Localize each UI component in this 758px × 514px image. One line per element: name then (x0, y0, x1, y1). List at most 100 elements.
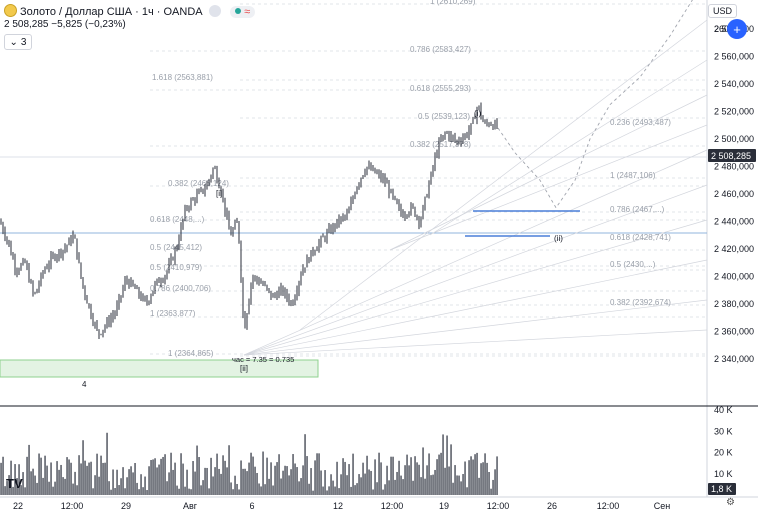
volume-bar (38, 453, 40, 495)
volume-bar (248, 462, 250, 495)
price-change-line: 2 508,285 −5,825 (−0,23%) (4, 19, 126, 30)
volume-bar (470, 456, 472, 495)
volume-bar (360, 477, 362, 495)
volume-bar (474, 454, 476, 495)
volume-bar (400, 475, 402, 495)
volume-bar (342, 458, 344, 495)
volume-bar (408, 465, 410, 495)
volume-bar (214, 467, 216, 495)
volume-bar (50, 462, 52, 495)
volume-bar (376, 482, 378, 495)
volume-bar (100, 455, 102, 495)
volume-bar (324, 470, 326, 495)
symbol-header[interactable]: Золото / Доллар США · 1ч · OANDA ≈ (4, 4, 256, 18)
add-button[interactable]: + (727, 19, 747, 39)
volume-bar (288, 475, 290, 495)
volume-bar (110, 489, 112, 495)
volume-bar (226, 467, 228, 495)
volume-bar (218, 468, 220, 495)
volume-bar (4, 486, 6, 495)
fib-label: 0.382 (2466,124) (168, 179, 229, 188)
volume-bar (278, 454, 280, 495)
current-price-badge (708, 149, 756, 162)
volume-bar (424, 478, 426, 495)
volume-bar (346, 475, 348, 495)
volume-bar (438, 454, 440, 495)
volume-bar (150, 459, 152, 495)
volume-bar (158, 464, 160, 495)
volume-bar (368, 469, 370, 495)
volume-bar (88, 462, 90, 495)
indicators-toggle[interactable]: ⌄ 3 (4, 34, 32, 50)
volume-bar (62, 477, 64, 495)
time-tick: 26 (547, 501, 557, 511)
volume-bar (230, 482, 232, 495)
indicators-count: 3 (20, 36, 27, 48)
volume-bar (58, 469, 60, 495)
price-tick: 2 340,000 (714, 354, 754, 364)
volume-bar (274, 465, 276, 495)
volume-bar (224, 460, 226, 495)
time-tick: 19 (439, 501, 449, 511)
fib-label: 0.382 (2517,378) (410, 140, 471, 149)
price-tick: 2 460,000 (714, 189, 754, 199)
volume-bar (84, 460, 86, 495)
symbol-title[interactable]: Золото / Доллар США · 1ч · OANDA (20, 6, 202, 18)
volume-bar (480, 463, 482, 495)
volume-bar (450, 444, 452, 495)
volume-bar (128, 469, 130, 495)
volume-bar (422, 447, 424, 495)
volume-bar (102, 462, 104, 495)
wave-label: 4 (82, 380, 87, 389)
volume-bar (80, 463, 82, 495)
volume-bar (52, 486, 54, 495)
currency-button[interactable]: USD (708, 4, 738, 18)
volume-bar (174, 462, 176, 495)
volume-bar (136, 482, 138, 495)
volume-bar (296, 467, 298, 495)
time-tick: Сен (654, 501, 671, 511)
volume-bar (198, 457, 200, 495)
volume-bar (154, 458, 156, 495)
volume-bar (176, 485, 178, 495)
volume-bar (312, 490, 314, 495)
time-tick: 12:00 (61, 501, 84, 511)
volume-bar (86, 465, 88, 495)
volume-bar (436, 459, 438, 495)
time-tick: 6 (249, 501, 254, 511)
volume-bar (354, 485, 356, 495)
volume-bar (456, 475, 458, 495)
volume-bar (284, 465, 286, 495)
volume-bar (330, 474, 332, 495)
demand-zone (0, 359, 319, 378)
market-status-pill[interactable]: ≈ (230, 6, 256, 18)
volume-bar (356, 483, 358, 495)
status-dot-icon (209, 5, 222, 17)
settings-gear-icon[interactable]: ⚙ (726, 497, 735, 508)
wave-projection (497, 0, 693, 209)
volume-bar (404, 465, 406, 495)
volume-bar (298, 481, 300, 495)
volume-bar (402, 479, 404, 495)
volume-bar (398, 460, 400, 495)
time-tick: 29 (121, 501, 131, 511)
volume-bar (210, 457, 212, 495)
fib-label: 1 (2364,865) (168, 349, 214, 358)
volume-bar (484, 453, 486, 495)
volume-bar (488, 471, 490, 495)
volume-bar (46, 465, 48, 495)
volume-bar (370, 470, 372, 495)
volume-bar (204, 467, 206, 495)
volume-bar (362, 462, 364, 495)
volume-bar (244, 468, 246, 495)
fib-label: 1 (2363,877) (150, 309, 196, 318)
volume-bar (220, 473, 222, 495)
volume-bar (36, 482, 38, 495)
volume-bar (192, 461, 194, 495)
volume-bar (70, 462, 72, 495)
price-tick: 2 380,000 (714, 299, 754, 309)
volume-bar (380, 462, 382, 495)
volume-bar (250, 452, 252, 495)
fib-label: 0.786 (2583,427) (410, 45, 471, 54)
